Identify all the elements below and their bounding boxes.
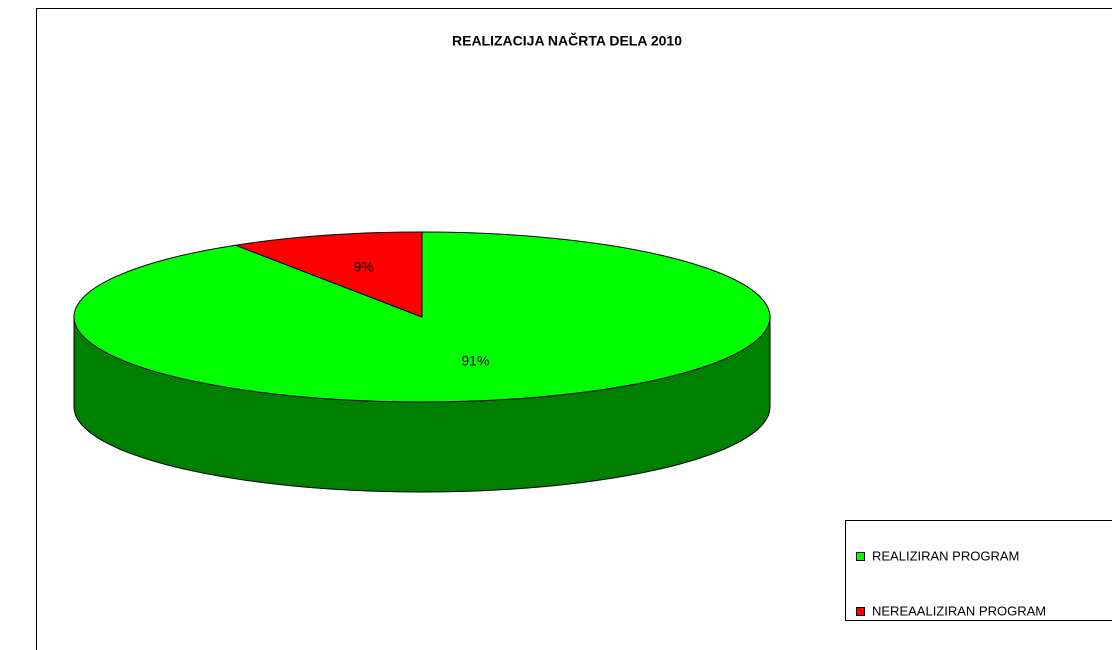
legend-marker [856, 552, 865, 561]
legend-label: REALIZIRAN PROGRAM [872, 548, 1019, 563]
legend-label: NEREAALIZIRAN PROGRAM [872, 603, 1046, 618]
data-label: 9% [354, 259, 374, 275]
chart-title: REALIZACIJA NAČRTA DELA 2010 [452, 32, 682, 49]
data-label: 91% [461, 353, 489, 369]
legend-box [845, 520, 1112, 621]
legend-marker [856, 607, 865, 616]
pie-slice [233, 231, 423, 318]
